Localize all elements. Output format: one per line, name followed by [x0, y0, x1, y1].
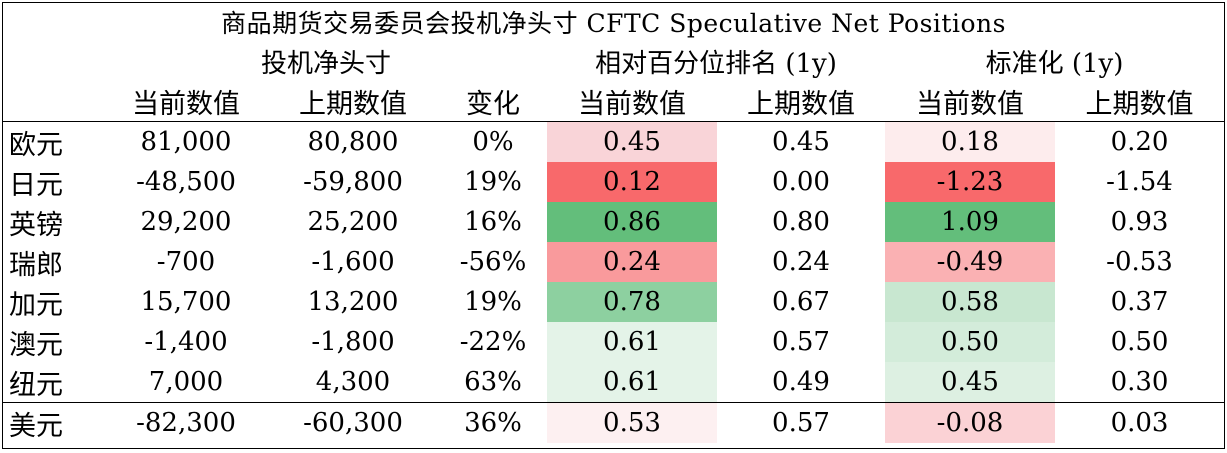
- cell-previous: 80,800: [267, 121, 439, 162]
- cell-current: -82,300: [105, 402, 267, 443]
- group-header-empty: [3, 41, 105, 81]
- cell-change: -22%: [459, 327, 527, 357]
- table-row: 日元 -48,500 -59,800 19% 0.12 0.00 -1.23 -1.54: [3, 162, 1224, 202]
- cell-std-current: 0.45: [885, 362, 1055, 403]
- cell-pct-current: 0.61: [547, 322, 717, 362]
- cell-current: -1,400: [144, 327, 228, 357]
- table-row: 澳元 -1,400 -1,800 -22% 0.61 0.57 0.50 0.50: [3, 322, 1224, 362]
- cell-std-current: 0.50: [885, 322, 1055, 362]
- cell-pct-previous: 0.80: [772, 207, 830, 237]
- cell-std-current: 0.58: [885, 282, 1055, 322]
- cell-std-current: 0.18: [885, 121, 1055, 162]
- column-header-pct-previous: 上期数值: [747, 88, 855, 120]
- cell-current: 15,700: [140, 287, 232, 317]
- group-header-percentile-rank: 相对百分位排名 (1y): [595, 48, 837, 79]
- cell-std-current: -0.08: [885, 402, 1055, 443]
- cell-previous: -1,800: [311, 327, 395, 357]
- table-body: 欧元 81,000 80,800 0% 0.45 0.45 0.18 0.20 日元 -48,50…: [3, 121, 1225, 443]
- cell-std-previous: 0.03: [1055, 402, 1225, 443]
- column-header-current: 当前数值: [132, 88, 240, 120]
- cell-pct-previous: 0.57: [772, 327, 830, 357]
- cell-currency-name: 纽元: [9, 369, 63, 401]
- cell-change: 0%: [439, 121, 547, 162]
- cell-pct-current: 0.61: [547, 362, 717, 403]
- cell-previous: 13,200: [307, 287, 399, 317]
- column-header-std-current: 当前数值: [916, 88, 1024, 120]
- cell-std-previous: 0.30: [1110, 367, 1169, 397]
- cell-currency-name: 加元: [9, 289, 63, 321]
- column-header-change: 变化: [466, 88, 520, 120]
- cftc-table: 商品期货交易委员会投机净头寸 CFTC Speculative Net Posi…: [3, 3, 1225, 443]
- cell-std-previous: 0.50: [1110, 327, 1169, 357]
- cell-pct-previous: 0.57: [717, 402, 885, 443]
- cell-std-previous: 0.20: [1055, 121, 1225, 162]
- cell-pct-previous: 0.24: [772, 247, 830, 277]
- cell-change: -56%: [459, 247, 527, 277]
- cell-std-previous: -0.53: [1106, 247, 1173, 277]
- cell-pct-previous: 0.49: [772, 367, 830, 397]
- cell-std-previous: 0.93: [1110, 207, 1169, 237]
- cell-pct-previous: 0.67: [772, 287, 830, 317]
- cell-current: 81,000: [105, 121, 267, 162]
- cell-current: -48,500: [136, 167, 236, 197]
- table-row: 美元 -82,300 -60,300 36% 0.53 0.57 -0.08 0.03: [3, 402, 1225, 443]
- column-header-previous: 上期数值: [299, 88, 407, 120]
- cell-pct-previous: 0.45: [717, 121, 885, 162]
- cell-previous: -59,800: [303, 167, 403, 197]
- cell-change: 19%: [464, 287, 522, 317]
- table-row: 英镑 29,200 25,200 16% 0.86 0.80 1.09 0.93: [3, 202, 1224, 242]
- cell-pct-previous: 0.00: [772, 167, 830, 197]
- column-header-std-previous: 上期数值: [1085, 88, 1194, 120]
- cell-currency-name: 英镑: [9, 209, 63, 241]
- column-header-pct-current: 当前数值: [578, 88, 686, 120]
- cell-current: 29,200: [140, 207, 232, 237]
- cell-current: 7,000: [148, 367, 224, 397]
- group-header-net-positions: 投机净头寸: [260, 48, 391, 79]
- cell-std-current: 1.09: [885, 202, 1055, 242]
- cell-previous: -60,300: [267, 402, 439, 443]
- column-header-empty: [3, 81, 105, 122]
- cell-std-current: -1.23: [885, 162, 1055, 202]
- table-row: 加元 15,700 13,200 19% 0.78 0.67 0.58 0.37: [3, 282, 1224, 322]
- group-header-standardized: 标准化 (1y): [985, 48, 1124, 79]
- cell-std-previous: 0.37: [1110, 287, 1169, 317]
- cell-previous: 4,300: [315, 367, 391, 397]
- cell-pct-current: 0.24: [547, 242, 717, 282]
- table-row: 纽元 7,000 4,300 63% 0.61 0.49 0.45 0.30: [3, 362, 1224, 403]
- cell-currency-name: 澳元: [9, 329, 63, 361]
- cell-currency-name: 瑞郎: [9, 249, 63, 281]
- cell-std-previous: -1.54: [1106, 167, 1173, 197]
- cell-currency-name: 欧元: [3, 121, 105, 162]
- cell-currency-name: 日元: [9, 169, 63, 201]
- cell-std-current: -0.49: [885, 242, 1055, 282]
- cell-pct-current: 0.45: [547, 121, 717, 162]
- table-title: 商品期货交易委员会投机净头寸 CFTC Speculative Net Posi…: [221, 9, 1006, 38]
- cell-pct-current: 0.53: [547, 402, 717, 443]
- table-row: 瑞郎 -700 -1,600 -56% 0.24 0.24 -0.49 -0.53: [3, 242, 1224, 282]
- cell-pct-current: 0.78: [547, 282, 717, 322]
- cell-change: 19%: [464, 167, 522, 197]
- cell-previous: -1,600: [311, 247, 395, 277]
- cell-pct-current: 0.86: [547, 202, 717, 242]
- cell-change: 63%: [464, 367, 522, 397]
- cell-previous: 25,200: [307, 207, 399, 237]
- cell-change: 36%: [439, 402, 547, 443]
- cell-currency-name: 美元: [3, 402, 105, 443]
- cell-current: -700: [156, 247, 216, 277]
- cell-change: 16%: [464, 207, 522, 237]
- table-row: 欧元 81,000 80,800 0% 0.45 0.45 0.18 0.20: [3, 121, 1225, 162]
- cell-pct-current: 0.12: [547, 162, 717, 202]
